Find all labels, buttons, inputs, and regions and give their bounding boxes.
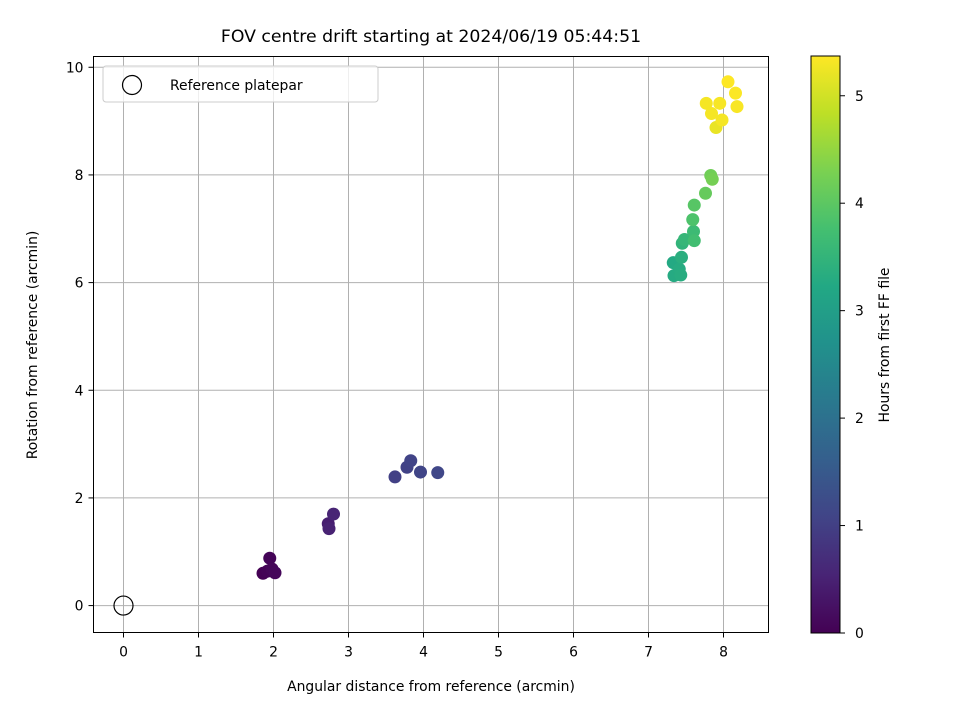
- x-tick-label: 7: [644, 645, 653, 661]
- data-point: [263, 551, 277, 565]
- x-axis-label: Angular distance from reference (arcmin): [287, 679, 575, 695]
- x-tick-label: 0: [119, 645, 128, 661]
- grid-lines: [93, 56, 769, 633]
- data-point: [699, 186, 712, 200]
- data-point: [675, 250, 688, 264]
- y-tick-label: 8: [75, 168, 84, 184]
- colorbar-tick-label: 1: [855, 519, 864, 535]
- data-point: [678, 233, 691, 247]
- y-tick-label: 4: [75, 383, 84, 399]
- colorbar-gradient: [810, 55, 841, 634]
- data-point: [404, 454, 418, 468]
- colorbar-tick-label: 0: [855, 626, 864, 642]
- data-point: [687, 234, 701, 248]
- data-point: [327, 507, 340, 521]
- data-points: [113, 75, 744, 616]
- x-tick-label: 3: [344, 645, 353, 661]
- y-tick-label: 10: [66, 60, 84, 76]
- plot-frame: [93, 56, 769, 633]
- data-point: [699, 96, 713, 110]
- legend: Reference platepar: [102, 65, 379, 103]
- colorbar-tick-label: 4: [855, 196, 864, 212]
- colorbar-ticks: 0 1 2 3 4 5: [840, 89, 864, 642]
- x-tick-label: 4: [419, 645, 428, 661]
- data-point: [729, 86, 742, 100]
- colorbar: 0 1 2 3 4 5 Hours from first FF file: [810, 55, 893, 642]
- data-point: [715, 113, 729, 127]
- colorbar-tick-label: 3: [855, 304, 864, 320]
- axis-ticks: 0 1 2 3 4 5 6 7 8 0 2 4 6 8 10: [66, 60, 728, 660]
- x-tick-label: 5: [494, 645, 503, 661]
- x-tick-label: 8: [719, 645, 728, 661]
- x-tick-label: 6: [569, 645, 578, 661]
- legend-entry-reference: Reference platepar: [170, 78, 303, 94]
- colorbar-label: Hours from first FF file: [877, 268, 893, 423]
- data-point: [730, 100, 744, 114]
- data-point: [414, 465, 427, 479]
- x-tick-label: 2: [269, 645, 278, 661]
- y-axis-label: Rotation from reference (arcmin): [25, 231, 41, 460]
- data-point: [705, 107, 718, 121]
- data-point: [431, 466, 445, 480]
- legend-reference-marker: [121, 74, 143, 96]
- x-tick-label: 1: [194, 645, 203, 661]
- data-point: [674, 268, 688, 282]
- colorbar-tick-label: 2: [855, 411, 864, 427]
- reference-point-marker: [113, 595, 134, 616]
- data-point: [268, 566, 282, 580]
- data-point: [713, 96, 727, 110]
- colorbar-tick-label: 5: [855, 89, 864, 105]
- chart-title: FOV centre drift starting at 2024/06/19 …: [221, 27, 641, 47]
- legend-box: [102, 65, 379, 103]
- y-tick-label: 2: [75, 491, 84, 507]
- y-tick-label: 0: [75, 599, 84, 615]
- data-point: [687, 198, 701, 212]
- data-point: [686, 213, 700, 227]
- y-tick-label: 6: [75, 276, 84, 292]
- data-point: [322, 522, 336, 536]
- data-point: [388, 470, 402, 484]
- data-point: [721, 75, 735, 89]
- data-point: [705, 172, 719, 186]
